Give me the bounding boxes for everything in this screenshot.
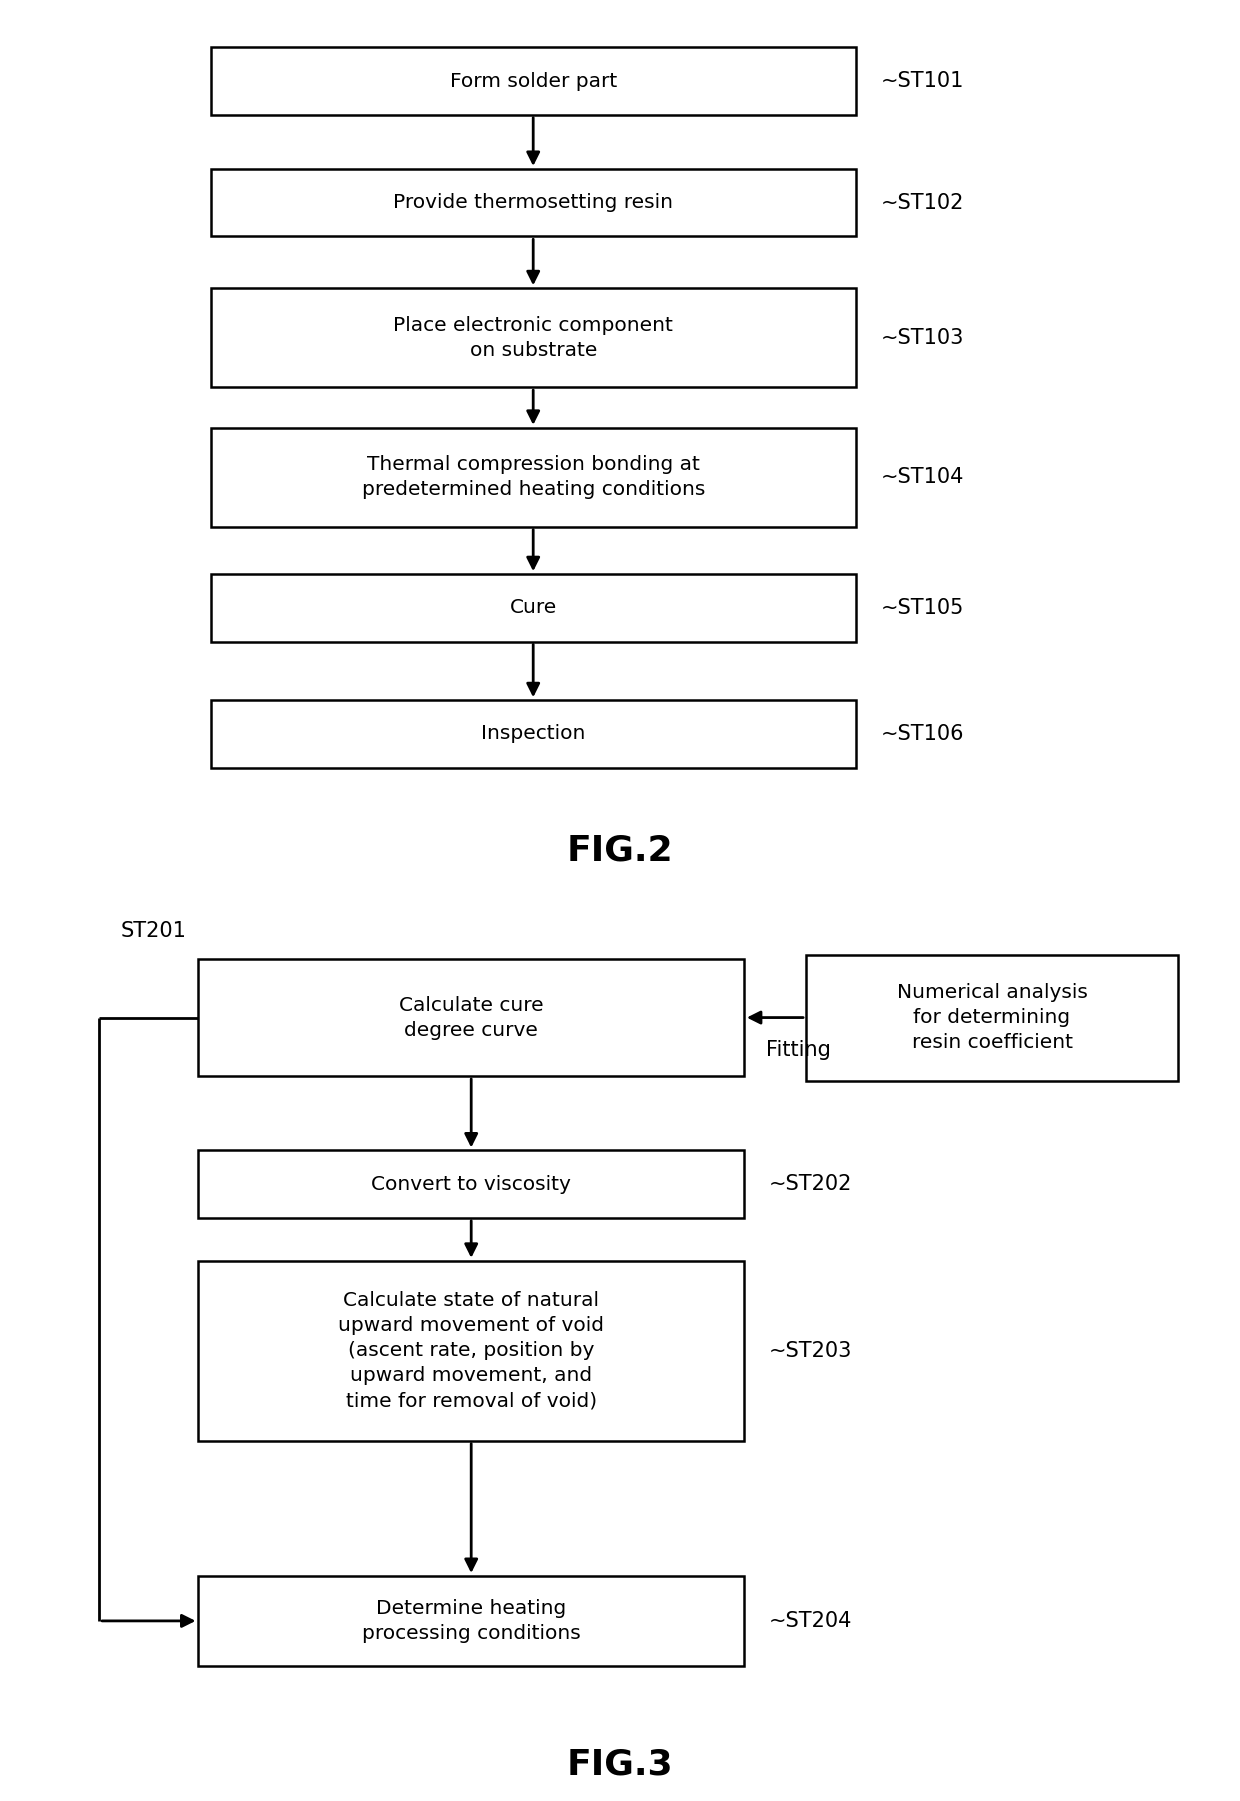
Text: Convert to viscosity: Convert to viscosity — [371, 1174, 572, 1194]
Text: ~ST204: ~ST204 — [769, 1610, 852, 1632]
Text: ~ST106: ~ST106 — [880, 724, 963, 744]
Text: Calculate state of natural
upward movement of void
(ascent rate, position by
upw: Calculate state of natural upward moveme… — [339, 1291, 604, 1410]
Text: Determine heating
processing conditions: Determine heating processing conditions — [362, 1599, 580, 1643]
FancyBboxPatch shape — [211, 701, 856, 767]
Text: ~ST104: ~ST104 — [880, 466, 963, 488]
Text: Inspection: Inspection — [481, 724, 585, 744]
FancyBboxPatch shape — [198, 1576, 744, 1666]
FancyBboxPatch shape — [211, 427, 856, 526]
Text: Place electronic component
on substrate: Place electronic component on substrate — [393, 315, 673, 360]
Text: ~ST202: ~ST202 — [769, 1174, 852, 1194]
Text: Calculate cure
degree curve: Calculate cure degree curve — [399, 996, 543, 1039]
FancyBboxPatch shape — [198, 1151, 744, 1217]
Text: ~ST103: ~ST103 — [880, 328, 963, 348]
Text: Provide thermosetting resin: Provide thermosetting resin — [393, 193, 673, 213]
FancyBboxPatch shape — [211, 47, 856, 115]
Text: Thermal compression bonding at
predetermined heating conditions: Thermal compression bonding at predeterm… — [362, 456, 704, 499]
FancyBboxPatch shape — [211, 575, 856, 641]
Text: ~ST203: ~ST203 — [769, 1340, 852, 1362]
Text: Fitting: Fitting — [766, 1041, 831, 1061]
FancyBboxPatch shape — [211, 169, 856, 236]
Text: Cure: Cure — [510, 598, 557, 618]
Text: Form solder part: Form solder part — [450, 72, 616, 90]
FancyBboxPatch shape — [806, 955, 1178, 1081]
Text: ~ST105: ~ST105 — [880, 598, 963, 618]
Text: ST201: ST201 — [120, 920, 186, 940]
FancyBboxPatch shape — [198, 958, 744, 1077]
Text: ~ST101: ~ST101 — [880, 70, 963, 92]
Text: ~ST102: ~ST102 — [880, 193, 963, 213]
FancyBboxPatch shape — [211, 288, 856, 387]
Text: Numerical analysis
for determining
resin coefficient: Numerical analysis for determining resin… — [897, 983, 1087, 1052]
Text: FIG.3: FIG.3 — [567, 1749, 673, 1781]
Text: FIG.2: FIG.2 — [567, 834, 673, 868]
FancyBboxPatch shape — [198, 1261, 744, 1441]
